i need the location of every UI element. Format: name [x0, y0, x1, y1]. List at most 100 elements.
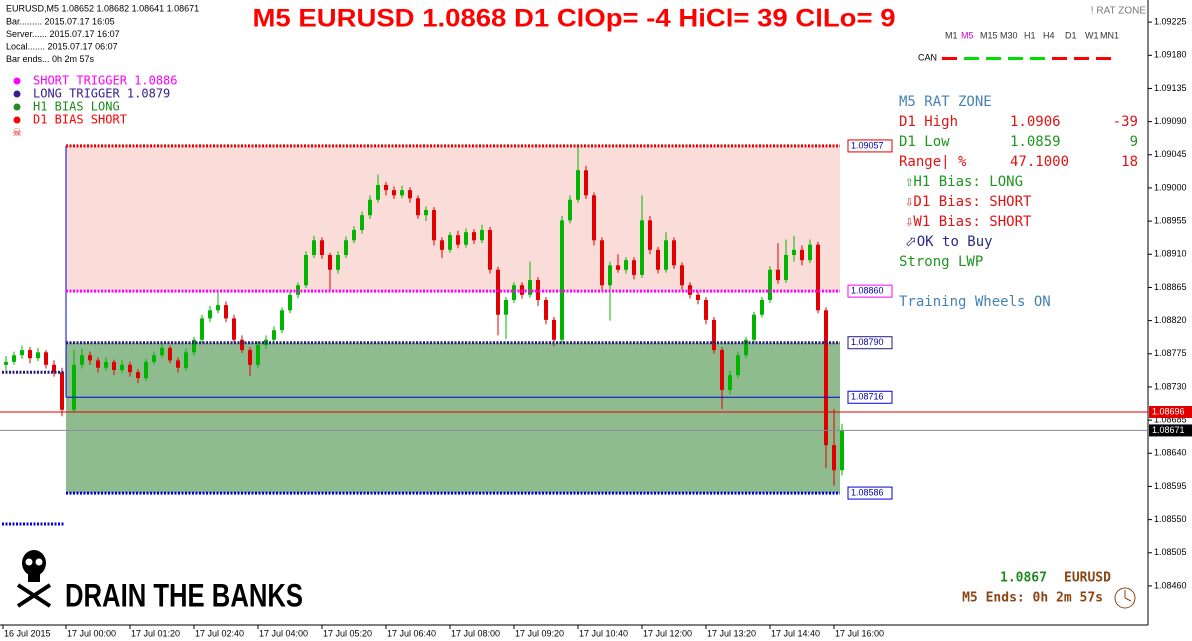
candle-body [192, 339, 196, 353]
timeframe[interactable]: H1 [1024, 30, 1036, 40]
timeframe[interactable]: MN1 [1100, 30, 1119, 40]
level-label: 1.08586 [851, 487, 884, 497]
y-tick-label: 1.08955 [1154, 215, 1187, 225]
candle-body [128, 364, 132, 373]
candle-body [448, 235, 452, 250]
price-label: 1.08671 [1152, 425, 1185, 435]
y-tick-label: 1.08595 [1154, 481, 1187, 491]
candle-body [376, 184, 380, 200]
candle-body [104, 361, 108, 368]
can-dash [1096, 57, 1111, 60]
price-label-box [1149, 405, 1192, 418]
candle-body [144, 361, 148, 379]
candle-body [288, 294, 292, 311]
candle-body [384, 184, 388, 191]
x-tick-label: 17 Jul 12:00 [643, 628, 692, 638]
can-label: CAN [918, 52, 937, 62]
candle-body [184, 352, 188, 368]
candle-body [96, 360, 100, 368]
timeframe[interactable]: M5 [961, 30, 974, 40]
candle-body [224, 305, 228, 319]
candle-body [4, 361, 8, 365]
candle-body [28, 350, 32, 359]
info-line: Bar ends... 0h 2m 57s [6, 54, 95, 64]
candle-body [216, 305, 220, 311]
candle-body [720, 350, 724, 390]
candle-body [800, 249, 804, 261]
panel-cell: 9 [1130, 134, 1138, 150]
y-tick-label: 1.09090 [1154, 116, 1187, 126]
candle-body [664, 240, 668, 270]
can-dash [942, 57, 957, 60]
candle-body [464, 232, 468, 245]
candle-body [696, 294, 700, 300]
candle-body [424, 210, 428, 216]
candle-body [60, 372, 64, 410]
candle-body [440, 240, 444, 250]
level-label-box [847, 486, 893, 500]
candle-body [656, 249, 660, 270]
timeframe[interactable]: D1 [1065, 30, 1077, 40]
legend-dot [13, 77, 21, 85]
candle-body [744, 339, 748, 356]
legend-dot [13, 116, 21, 124]
y-tick-label: 1.08640 [1154, 448, 1187, 458]
timeframe[interactable]: H4 [1043, 30, 1055, 40]
legend-dot [13, 90, 21, 98]
panel-cell: 1.0906 [1010, 114, 1061, 130]
candle-body [600, 240, 604, 286]
candle-body [136, 372, 140, 379]
candle-body [640, 220, 644, 275]
can-dash [1052, 57, 1067, 60]
candle-body [608, 265, 612, 286]
candle-body [576, 170, 580, 200]
candle-body [784, 255, 788, 281]
candle-body [552, 319, 556, 340]
candle-body [52, 364, 56, 373]
y-tick-label: 1.09225 [1154, 16, 1187, 26]
candle-body [528, 280, 532, 295]
panel-cell: -39 [1113, 114, 1138, 130]
x-tick-label: 17 Jul 14:40 [771, 628, 820, 638]
candle-body [792, 249, 796, 256]
candle-body [88, 355, 92, 361]
candle-body [152, 355, 156, 362]
short-zone [66, 145, 840, 292]
candle-body [504, 299, 508, 315]
legend-text: SHORT TRIGGER 1.0886 [33, 74, 178, 88]
candle-body [432, 210, 436, 241]
timeframe[interactable]: M15 [980, 30, 998, 40]
price-label-box [1149, 424, 1192, 437]
candle-body [200, 318, 204, 340]
can-dash [1074, 57, 1089, 60]
bottom-symbol: EURUSD [1064, 571, 1111, 586]
bar-ends: M5 Ends: 0h 2m 57s [962, 591, 1103, 606]
level-label: 1.08790 [851, 337, 884, 347]
candle-body [560, 220, 564, 340]
timeframe[interactable]: W1 [1085, 30, 1099, 40]
x-tick-label: 17 Jul 09:20 [515, 628, 564, 638]
candle-body [632, 260, 636, 275]
candle-body [328, 255, 332, 270]
x-tick-label: 17 Jul 06:40 [387, 628, 436, 638]
candle-body [400, 190, 404, 196]
candle-body [616, 265, 620, 270]
candle-body [648, 220, 652, 250]
candle-body [360, 215, 364, 230]
candle-body [416, 198, 420, 216]
x-tick-label: 17 Jul 00:00 [67, 628, 116, 638]
candle-body [760, 299, 764, 315]
candle-body [72, 364, 76, 410]
candle-body [768, 269, 772, 300]
timeframe[interactable]: M1 [945, 30, 958, 40]
timeframe[interactable]: M30 [1000, 30, 1018, 40]
candle-body [704, 299, 708, 320]
level-label: 1.08716 [851, 392, 884, 402]
candle-body [408, 190, 412, 199]
panel-cell: 18 [1121, 154, 1138, 170]
candle-body [352, 229, 356, 241]
x-tick-label: 17 Jul 16:00 [835, 628, 884, 638]
candle-body [208, 310, 212, 319]
candle-body [584, 170, 588, 196]
candle-body [312, 240, 316, 256]
